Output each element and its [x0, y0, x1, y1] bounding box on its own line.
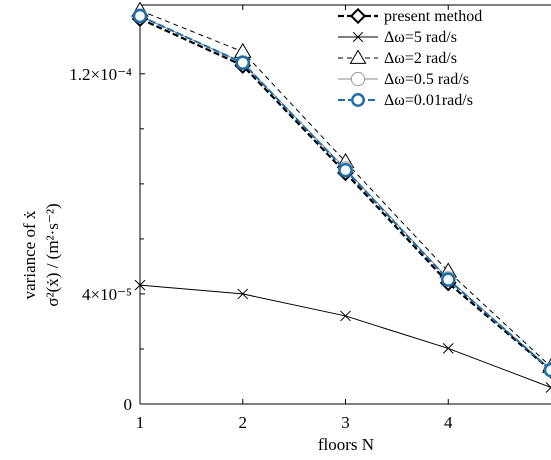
series-line [139, 284, 551, 388]
legend-label: Δω=5 rad/s [384, 29, 457, 46]
x-marker-stroke [442, 343, 454, 354]
x-tick-label: 2 [239, 413, 248, 432]
y-axis-label-line2: σ²(ẋ) / (m²·s⁻²) [43, 203, 62, 306]
series-line [139, 17, 551, 372]
series-line [139, 15, 551, 371]
x-tick-label: 1 [136, 413, 145, 432]
legend-item: Δω=2 rad/s [338, 49, 457, 67]
legend-label: Δω=0.5 rad/s [384, 71, 469, 88]
axis-ticks: 1 2 3 4 0 4×10⁻⁵ 1.2×10⁻⁴ [69, 5, 453, 432]
blue-circle-marker [338, 162, 353, 178]
x-tick-label: 4 [444, 413, 453, 432]
x-marker [442, 343, 454, 354]
x-marker-stroke [134, 279, 146, 291]
series-0 [131, 10, 551, 379]
blue-circle-marker [132, 8, 148, 24]
y-axis-label-line1: variance of ẋ [20, 210, 39, 299]
legend-label: Δω=0.01rad/s [384, 92, 473, 109]
x-marker [134, 279, 146, 291]
x-marker [545, 382, 551, 393]
y-tick-label: 0 [124, 395, 133, 414]
x-axis-label: floors N [318, 435, 374, 454]
diamond-marker [349, 7, 367, 25]
series-line [139, 15, 551, 371]
series-4 [132, 8, 551, 378]
legend-label: present method [384, 8, 482, 25]
x-marker-stroke [237, 288, 249, 300]
blue-circle-marker [235, 55, 250, 71]
legend-item: Δω=5 rad/s [338, 29, 457, 46]
x-marker-stroke [545, 382, 551, 389]
legend: present method Δω=5 rad/s Δω=2 rad/s Δω=0.5… [338, 7, 482, 109]
series-layer [131, 1, 551, 393]
series-3 [132, 8, 551, 378]
blue-circle-marker [543, 362, 551, 378]
legend-item: Δω=0.5 rad/s [338, 71, 469, 88]
x-marker-stroke [545, 386, 551, 393]
y-tick-label: 4×10⁻⁵ [82, 285, 132, 304]
x-marker [352, 31, 364, 43]
triangle-marker [349, 49, 367, 64]
x-marker-stroke [352, 31, 364, 43]
legend-label: Δω=2 rad/s [384, 50, 457, 67]
x-marker [237, 288, 249, 300]
plot-frame [139, 4, 551, 405]
x-tick-label: 3 [341, 413, 350, 432]
legend-item: present method [338, 7, 482, 25]
circle-marker [350, 71, 366, 87]
series-1 [134, 279, 551, 393]
blue-circle-marker [441, 272, 456, 287]
legend-item: Δω=0.01rad/s [338, 92, 473, 109]
y-tick-label: 1.2×10⁻⁴ [69, 65, 132, 84]
series-line [139, 10, 551, 368]
x-marker [340, 310, 351, 322]
blue-circle-marker [351, 93, 365, 107]
x-marker-stroke [340, 310, 351, 322]
